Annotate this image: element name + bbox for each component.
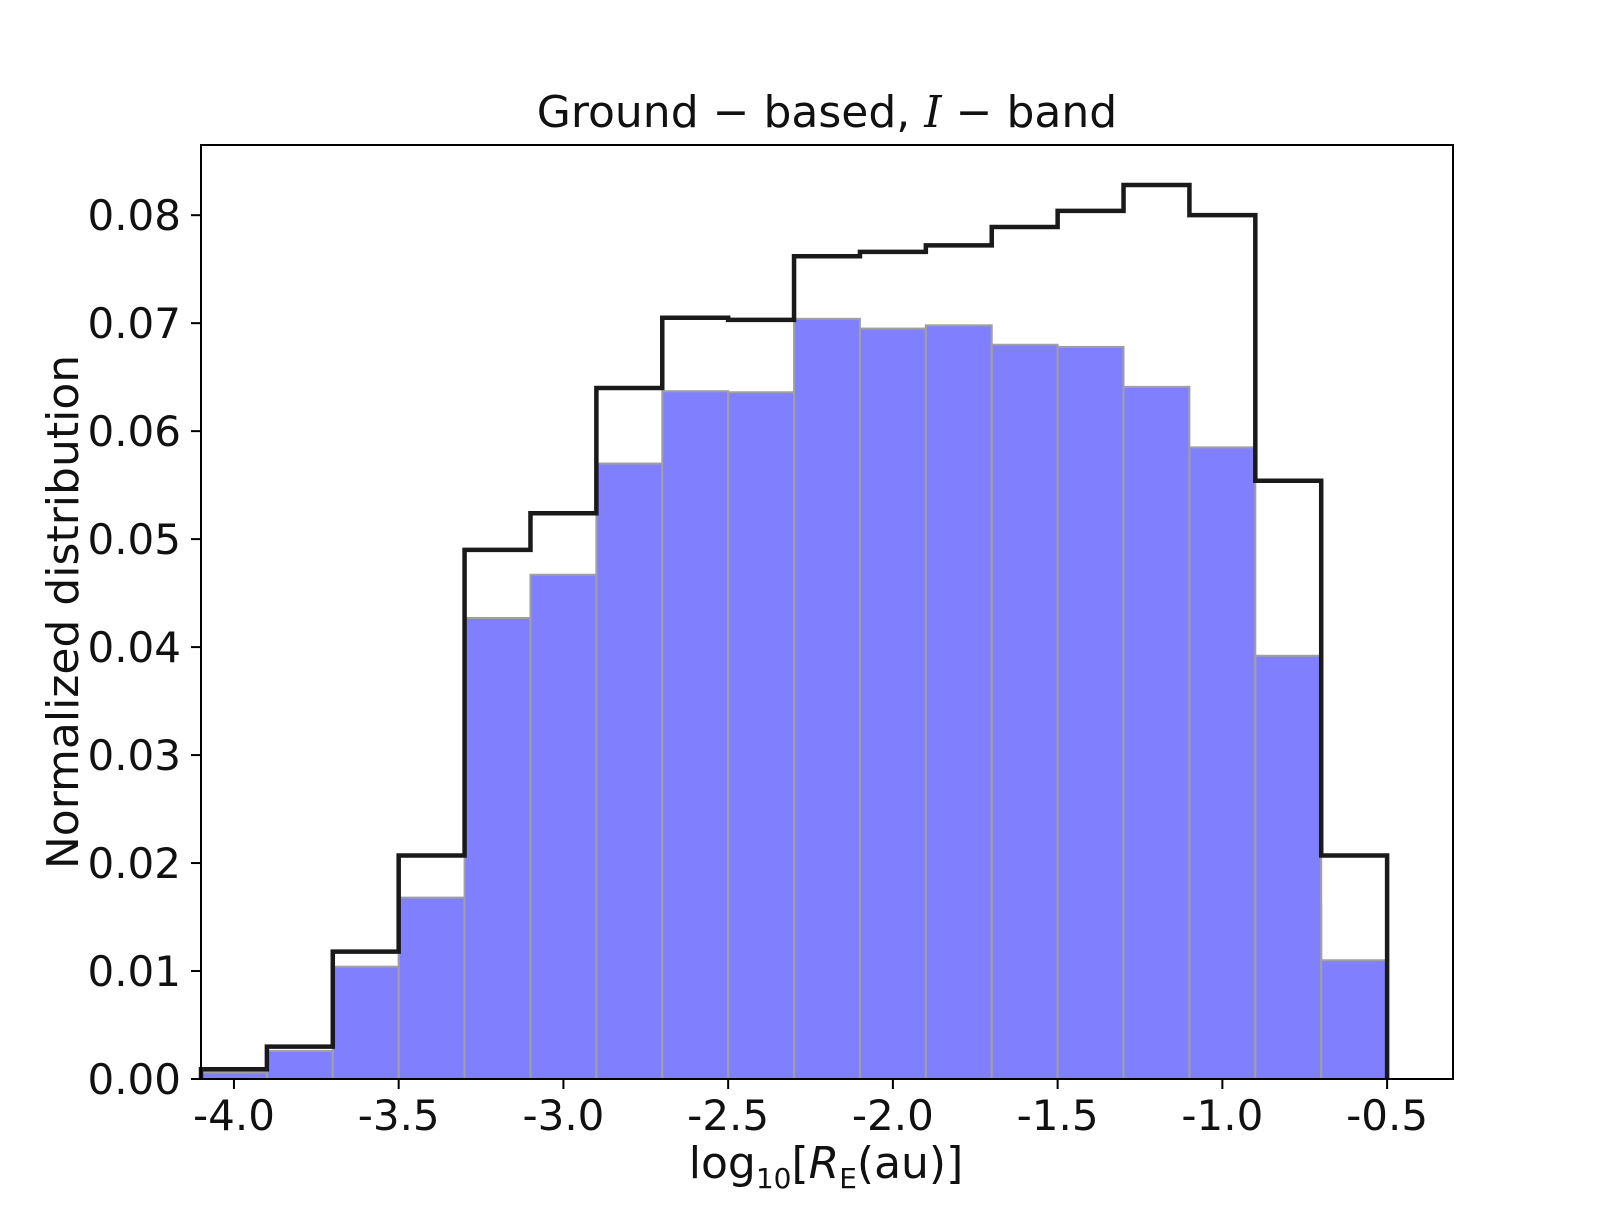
x-tick-label-0: -4.0	[193, 1091, 275, 1140]
blue-bar-7	[661, 390, 730, 1080]
y-tick-label-2: 0.02	[87, 839, 181, 888]
x-tick-label-6: -1.0	[1181, 1091, 1263, 1140]
x-tick-label-5: -1.5	[1017, 1091, 1099, 1140]
title-italic-i: I	[923, 87, 943, 138]
x-axis-ticks: -4.0 -3.5 -3.0 -2.5 -2.0 -1.5 -1.0 -0.5	[193, 1079, 1428, 1140]
blue-bar-14	[1122, 385, 1191, 1080]
y-tick-label-5: 0.05	[87, 515, 181, 564]
y-tick-label-7: 0.07	[87, 299, 181, 348]
x-tick-label-1: -3.5	[358, 1091, 440, 1140]
y-tick-label-6: 0.06	[87, 407, 181, 456]
y-axis-ticks: 0.00 0.01 0.02 0.03 0.04 0.05 0.06 0.07 0.08	[87, 191, 201, 1104]
xlabel-unit: (au)]	[857, 1138, 963, 1189]
title-suffix: − band	[942, 87, 1118, 138]
blue-bar-9	[793, 317, 861, 1080]
step-outline	[198, 182, 1390, 1079]
blue-bar-12	[990, 343, 1059, 1080]
blue-bar-3	[397, 896, 466, 1080]
xlabel-subscript-10: 10	[756, 1162, 792, 1195]
x-axis-label: log10[RE(au)]	[689, 1138, 964, 1195]
y-tick-label-8: 0.08	[87, 191, 181, 240]
blue-bar-10	[858, 327, 927, 1080]
blue-bar-16	[1254, 654, 1323, 1080]
y-tick-label-4: 0.04	[87, 623, 181, 672]
xlabel-subscript-e: E	[839, 1162, 857, 1195]
x-tick-label-2: -3.0	[522, 1091, 604, 1140]
blue-bar-1	[265, 1049, 334, 1081]
xlabel-r: R	[809, 1138, 840, 1189]
blue-bar-13	[1056, 345, 1125, 1081]
y-tick-label-3: 0.03	[87, 731, 181, 780]
x-tick-label-3: -2.5	[687, 1091, 769, 1140]
xlabel-log: log	[689, 1138, 756, 1189]
y-tick-label-0: 0.00	[87, 1055, 181, 1104]
blue-bar-6	[595, 462, 664, 1080]
blue-bar-5	[529, 573, 598, 1080]
plot-frame	[200, 144, 1454, 1080]
y-axis-label: Normalized distribution	[38, 355, 89, 869]
blue-bar-15	[1188, 446, 1257, 1080]
x-tick-label-4: -2.0	[852, 1091, 934, 1140]
x-tick-label-7: -0.5	[1346, 1091, 1428, 1140]
blue-bar-11	[924, 324, 993, 1080]
title-prefix: Ground − based,	[537, 87, 924, 138]
chart-title: Ground − based, I − band	[537, 87, 1117, 138]
blue-bar-4	[463, 616, 532, 1080]
blue-bar-2	[331, 965, 400, 1081]
blue-bar-17	[1320, 959, 1389, 1080]
xlabel-bracket: [	[791, 1138, 808, 1189]
blue-bar-8	[727, 391, 796, 1080]
step-histogram-line	[198, 182, 1390, 1079]
y-tick-label-1: 0.01	[87, 947, 181, 996]
blue-bars	[200, 317, 1389, 1081]
